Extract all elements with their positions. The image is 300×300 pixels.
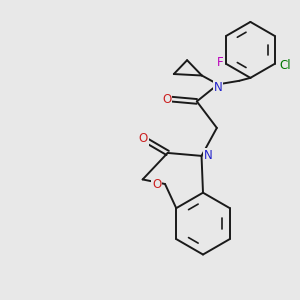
Text: F: F — [216, 56, 223, 69]
Text: O: O — [162, 93, 171, 106]
Text: O: O — [152, 178, 161, 190]
Text: N: N — [204, 149, 212, 162]
Text: Cl: Cl — [279, 59, 291, 72]
Text: O: O — [138, 132, 148, 145]
Text: N: N — [214, 81, 222, 94]
